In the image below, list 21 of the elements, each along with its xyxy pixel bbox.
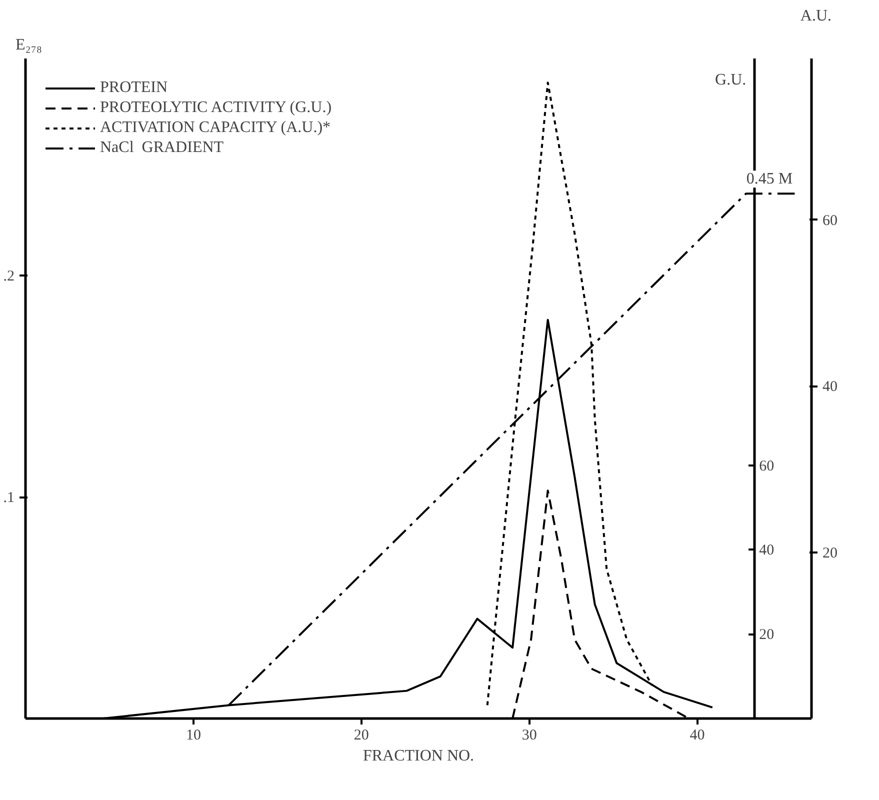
legend-label: NaCl GRADIENT: [100, 139, 224, 157]
y3-tick-label: 20: [759, 627, 774, 644]
legend-label: PROTEOLYTIC ACTIVITY (G.U.): [100, 99, 332, 117]
y2-tick-label: 60: [822, 212, 838, 229]
y2-tick-label: 40: [822, 379, 838, 396]
y2-axis-title: A.U.: [800, 8, 832, 24]
x-tick-label: 30: [522, 728, 537, 744]
annotation: 0.45 M: [746, 170, 793, 188]
x-tick-label: 40: [690, 728, 705, 744]
legend-label: ACTIVATION CAPACITY (A.U.)*: [100, 119, 331, 137]
x-tick-label: 10: [186, 728, 201, 744]
y-tick-label: .1: [3, 490, 14, 506]
y3-tick-label: 40: [759, 542, 774, 559]
x-axis-title: FRACTION NO.: [362, 748, 474, 764]
y2-tick-label: 20: [822, 545, 838, 562]
y-tick-label: .2: [3, 268, 14, 285]
y3-axis-title: G.U.: [715, 72, 746, 88]
y3-tick-label: 60: [759, 458, 774, 474]
legend-label: PROTEIN: [100, 79, 168, 97]
x-tick-label: 20: [354, 728, 369, 744]
y-axis-title: E₂₇₈: [16, 36, 42, 54]
